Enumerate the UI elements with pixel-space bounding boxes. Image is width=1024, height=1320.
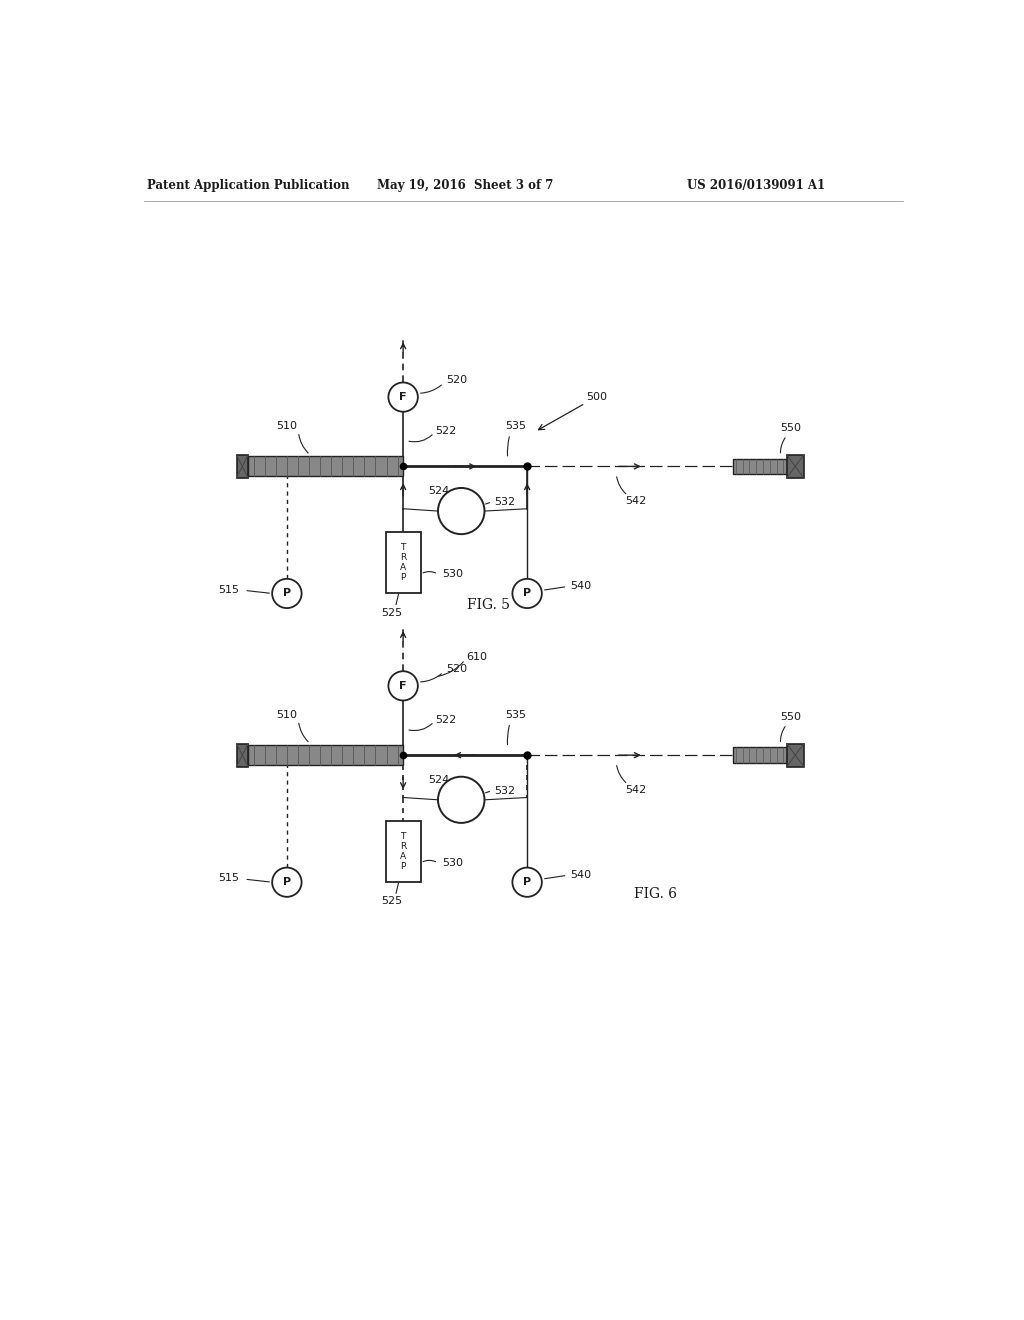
Bar — [248, 457, 403, 477]
Text: F: F — [399, 681, 407, 690]
Text: 540: 540 — [569, 581, 591, 591]
Text: FIG. 5: FIG. 5 — [467, 598, 510, 612]
Text: FIG. 6: FIG. 6 — [634, 887, 677, 900]
Bar — [786, 455, 804, 478]
Text: 550: 550 — [780, 422, 801, 433]
Bar — [386, 532, 421, 594]
Text: US 2016/0139091 A1: US 2016/0139091 A1 — [687, 178, 824, 191]
Text: 522: 522 — [435, 426, 457, 437]
Circle shape — [388, 672, 418, 701]
Bar — [248, 744, 403, 766]
Text: 525: 525 — [381, 896, 402, 907]
Text: T
R
A
P: T R A P — [400, 543, 407, 582]
Circle shape — [272, 867, 302, 896]
Text: T
R
A
P: T R A P — [400, 832, 407, 871]
Text: 550: 550 — [780, 711, 801, 722]
Text: 540: 540 — [569, 870, 591, 879]
Text: P: P — [283, 589, 291, 598]
Text: P: P — [523, 878, 531, 887]
Bar — [786, 743, 804, 767]
Bar — [237, 455, 248, 478]
Circle shape — [438, 776, 484, 822]
Text: P: P — [283, 878, 291, 887]
Text: F: F — [399, 392, 407, 403]
Circle shape — [512, 579, 542, 609]
Text: May 19, 2016  Sheet 3 of 7: May 19, 2016 Sheet 3 of 7 — [377, 178, 553, 191]
Circle shape — [272, 579, 302, 609]
Text: 500: 500 — [587, 392, 607, 403]
Text: 530: 530 — [442, 858, 463, 869]
Text: 515: 515 — [218, 874, 240, 883]
Text: P: P — [523, 589, 531, 598]
Circle shape — [512, 867, 542, 896]
Bar — [732, 747, 786, 763]
Text: 535: 535 — [505, 421, 526, 432]
Text: Patent Application Publication: Patent Application Publication — [146, 178, 349, 191]
Circle shape — [388, 383, 418, 412]
Text: 542: 542 — [625, 785, 646, 795]
Bar — [732, 459, 786, 474]
Bar — [386, 821, 421, 882]
Text: 525: 525 — [381, 607, 402, 618]
Text: 532: 532 — [494, 496, 515, 507]
Text: 530: 530 — [442, 569, 463, 579]
Text: 510: 510 — [276, 710, 297, 721]
Text: 510: 510 — [276, 421, 297, 432]
Circle shape — [438, 488, 484, 535]
Text: 522: 522 — [435, 715, 457, 725]
Text: 524: 524 — [428, 486, 450, 496]
Text: 532: 532 — [494, 785, 515, 796]
Text: 520: 520 — [445, 664, 467, 675]
Text: 542: 542 — [625, 496, 646, 506]
Text: 535: 535 — [505, 710, 526, 721]
Text: 610: 610 — [467, 652, 487, 661]
Text: 524: 524 — [428, 775, 450, 785]
Text: 515: 515 — [218, 585, 240, 594]
Text: 520: 520 — [445, 375, 467, 385]
Bar — [237, 743, 248, 767]
